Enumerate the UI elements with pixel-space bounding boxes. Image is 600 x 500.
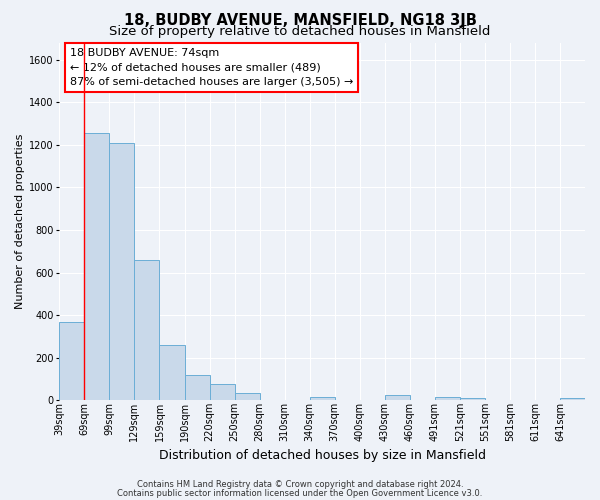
Bar bbox=[385, 395, 410, 400]
Y-axis label: Number of detached properties: Number of detached properties bbox=[15, 134, 25, 309]
Text: Size of property relative to detached houses in Mansfield: Size of property relative to detached ho… bbox=[109, 25, 491, 38]
Bar bbox=[310, 397, 335, 400]
Bar bbox=[109, 142, 134, 400]
Bar bbox=[185, 375, 209, 400]
Text: Contains HM Land Registry data © Crown copyright and database right 2024.: Contains HM Land Registry data © Crown c… bbox=[137, 480, 463, 489]
Text: Contains public sector information licensed under the Open Government Licence v3: Contains public sector information licen… bbox=[118, 488, 482, 498]
Bar bbox=[160, 345, 185, 401]
Bar bbox=[209, 384, 235, 400]
Text: 18 BUDBY AVENUE: 74sqm
← 12% of detached houses are smaller (489)
87% of semi-de: 18 BUDBY AVENUE: 74sqm ← 12% of detached… bbox=[70, 48, 353, 88]
Text: 18, BUDBY AVENUE, MANSFIELD, NG18 3JB: 18, BUDBY AVENUE, MANSFIELD, NG18 3JB bbox=[124, 12, 476, 28]
Bar bbox=[435, 397, 460, 400]
Bar bbox=[59, 322, 85, 400]
Bar bbox=[460, 398, 485, 400]
Bar bbox=[85, 133, 109, 400]
Bar bbox=[235, 393, 260, 400]
Bar bbox=[134, 260, 160, 400]
Bar bbox=[560, 398, 585, 400]
X-axis label: Distribution of detached houses by size in Mansfield: Distribution of detached houses by size … bbox=[158, 450, 485, 462]
